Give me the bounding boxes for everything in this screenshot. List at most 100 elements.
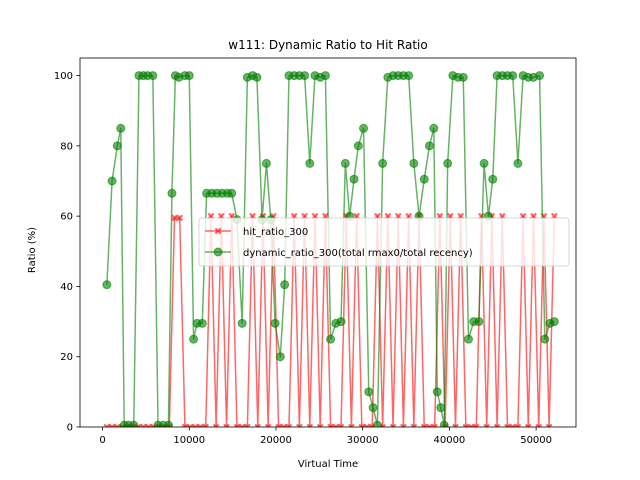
data-point bbox=[300, 71, 310, 81]
data-point bbox=[306, 423, 314, 427]
data-point bbox=[139, 423, 147, 427]
data-point bbox=[167, 188, 177, 198]
data-point bbox=[514, 423, 522, 427]
data-point bbox=[129, 420, 139, 427]
data-point bbox=[483, 423, 491, 427]
legend-box bbox=[198, 217, 570, 267]
plot-area bbox=[102, 71, 559, 427]
data-point bbox=[443, 158, 453, 168]
data-point bbox=[358, 423, 366, 427]
x-tick-label: 40000 bbox=[433, 435, 465, 446]
data-point bbox=[429, 123, 439, 133]
data-point bbox=[186, 423, 194, 427]
data-point bbox=[348, 423, 355, 427]
x-tick-label: 30000 bbox=[347, 435, 379, 446]
data-point bbox=[227, 188, 237, 198]
data-point bbox=[389, 423, 397, 427]
data-point bbox=[467, 423, 475, 427]
data-point bbox=[364, 387, 374, 397]
data-point bbox=[463, 334, 473, 344]
data-point bbox=[280, 280, 290, 290]
x-tick-label: 20000 bbox=[260, 435, 292, 446]
data-point bbox=[316, 423, 324, 427]
data-point bbox=[426, 423, 433, 427]
y-tick-label: 20 bbox=[60, 352, 73, 363]
x-axis-label: Virtual Time bbox=[298, 459, 358, 470]
data-point bbox=[540, 334, 550, 344]
data-point bbox=[116, 123, 126, 133]
y-tick-label: 40 bbox=[60, 282, 73, 293]
y-axis-label: Ratio (%) bbox=[27, 227, 38, 273]
data-point bbox=[280, 423, 288, 427]
data-point bbox=[363, 423, 371, 427]
data-point bbox=[103, 423, 111, 427]
y-tick-label: 100 bbox=[54, 71, 73, 82]
y-tick-label: 60 bbox=[60, 212, 73, 223]
data-point bbox=[112, 141, 122, 151]
data-point bbox=[462, 423, 470, 427]
data-point bbox=[493, 423, 501, 427]
x-tick-label: 10000 bbox=[173, 435, 205, 446]
data-point bbox=[261, 158, 271, 168]
data-point bbox=[349, 174, 359, 184]
legend-label: dynamic_ratio_300(total rmax0/total rece… bbox=[243, 248, 473, 259]
data-point bbox=[337, 423, 345, 427]
data-point bbox=[327, 423, 334, 427]
data-point bbox=[202, 423, 210, 427]
legend-marker bbox=[214, 227, 222, 235]
data-point bbox=[326, 334, 336, 344]
x-tick-label: 0 bbox=[99, 435, 105, 446]
data-point bbox=[513, 158, 523, 168]
data-point bbox=[535, 71, 545, 81]
data-point bbox=[233, 423, 241, 427]
data-point bbox=[372, 420, 382, 427]
series-1 bbox=[102, 71, 559, 427]
data-point bbox=[320, 71, 330, 81]
data-point bbox=[545, 423, 553, 427]
data-point bbox=[404, 71, 414, 81]
data-point bbox=[191, 423, 199, 427]
data-point bbox=[479, 158, 489, 168]
data-point bbox=[359, 123, 369, 133]
data-point bbox=[296, 423, 303, 427]
axes: 0 10000 20000 30000 40000 50000 0 20 40 60 80 100 bbox=[54, 57, 577, 446]
data-point bbox=[368, 403, 378, 413]
legend-label: hit_ratio_300 bbox=[243, 227, 308, 238]
data-point bbox=[108, 423, 116, 427]
data-point bbox=[424, 141, 434, 151]
axes-frame bbox=[79, 57, 577, 428]
data-point bbox=[458, 72, 468, 82]
data-point bbox=[197, 423, 204, 427]
data-point bbox=[472, 423, 480, 427]
data-point bbox=[340, 158, 350, 168]
data-point bbox=[113, 423, 121, 427]
data-point bbox=[223, 423, 230, 427]
data-point bbox=[439, 420, 449, 427]
data-point bbox=[270, 318, 280, 328]
data-point bbox=[400, 423, 407, 427]
data-point bbox=[332, 423, 340, 427]
data-point bbox=[432, 387, 442, 397]
data-point bbox=[148, 71, 158, 81]
data-point bbox=[254, 423, 262, 427]
data-point bbox=[535, 423, 543, 427]
data-point bbox=[181, 423, 189, 427]
legend-marker bbox=[213, 247, 223, 257]
data-point bbox=[264, 423, 272, 427]
data-point bbox=[237, 318, 247, 328]
data-point bbox=[419, 174, 429, 184]
data-point bbox=[145, 423, 152, 427]
data-point bbox=[275, 423, 282, 427]
data-point bbox=[378, 158, 388, 168]
data-point bbox=[163, 420, 173, 427]
data-point bbox=[336, 317, 346, 327]
data-point bbox=[171, 214, 178, 222]
data-point bbox=[508, 71, 518, 81]
legend: hit_ratio_300 dynamic_ratio_300(total rma… bbox=[198, 217, 570, 267]
data-point bbox=[410, 423, 418, 427]
data-point bbox=[238, 423, 246, 427]
data-point bbox=[524, 423, 532, 427]
data-point bbox=[107, 176, 117, 186]
data-point bbox=[252, 72, 262, 82]
